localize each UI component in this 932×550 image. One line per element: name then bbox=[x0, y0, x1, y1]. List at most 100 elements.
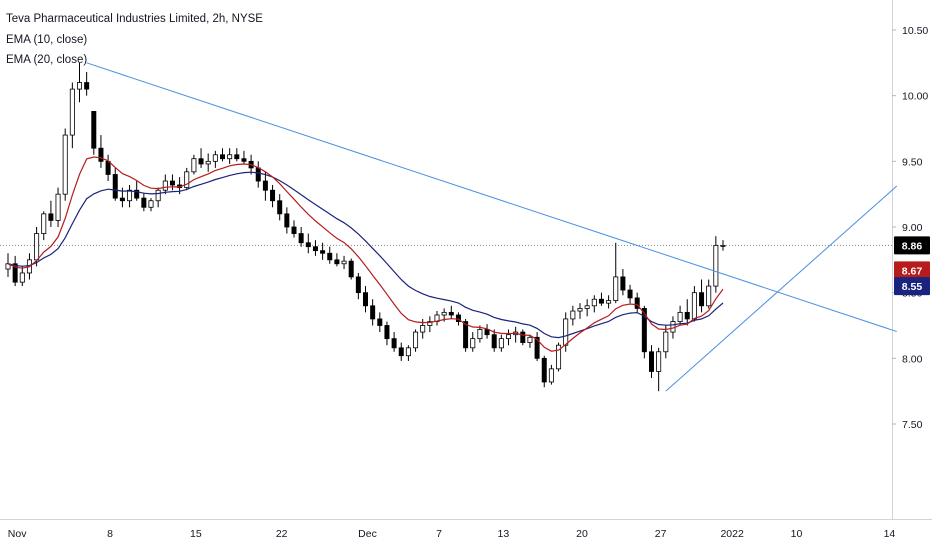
price-tick-label: 10.50 bbox=[902, 25, 928, 37]
time-tick-label: 27 bbox=[655, 528, 667, 540]
candle-down bbox=[327, 252, 333, 261]
time-tick-label: 15 bbox=[190, 528, 202, 540]
price-tick-label: 8.00 bbox=[902, 353, 923, 365]
candle-down bbox=[684, 311, 690, 320]
price-badge bbox=[894, 261, 930, 280]
symbol-title[interactable]: Teva Pharmaceutical Industries Limited, … bbox=[6, 13, 263, 25]
candle-down bbox=[270, 189, 276, 202]
time-tick-label: 10 bbox=[791, 528, 803, 540]
candle-up bbox=[41, 213, 47, 234]
candle-up bbox=[55, 193, 61, 221]
candle-up bbox=[570, 310, 576, 320]
candle-down bbox=[262, 180, 268, 191]
price-tick-label: 9.00 bbox=[902, 222, 923, 234]
price-tick-label: 9.50 bbox=[902, 156, 923, 168]
candle-down bbox=[362, 292, 368, 307]
candle-down bbox=[370, 305, 376, 320]
candle-down bbox=[241, 158, 247, 162]
time-tick-label: 14 bbox=[884, 528, 896, 540]
candle-up bbox=[505, 334, 511, 340]
candle-down bbox=[234, 154, 240, 160]
candle-down bbox=[169, 180, 175, 186]
candle-up bbox=[191, 158, 197, 173]
candle-down bbox=[219, 154, 225, 160]
candle-up bbox=[613, 276, 619, 301]
candle-up bbox=[127, 189, 133, 202]
chart-legend: Teva Pharmaceutical Industries Limited, … bbox=[6, 9, 263, 71]
candle-up bbox=[584, 305, 590, 309]
candle-up bbox=[706, 285, 712, 307]
candle-down bbox=[298, 233, 304, 244]
candle-up bbox=[227, 154, 233, 160]
price-tick-label: 10.00 bbox=[902, 91, 928, 103]
candle-up bbox=[34, 233, 40, 261]
candle-down bbox=[649, 351, 655, 372]
candle-down bbox=[355, 276, 361, 294]
candle-up bbox=[477, 329, 483, 340]
trendline[interactable] bbox=[86, 62, 897, 333]
price-badge bbox=[894, 277, 930, 296]
candle-down bbox=[641, 308, 647, 353]
ema10-line bbox=[7, 156, 724, 352]
time-tick-label: Dec bbox=[358, 528, 377, 540]
candle-down bbox=[699, 292, 705, 307]
candle-up bbox=[155, 189, 161, 202]
candle-down bbox=[12, 263, 18, 283]
candle-down bbox=[384, 325, 390, 340]
trendline[interactable] bbox=[665, 185, 898, 392]
candle-up bbox=[713, 244, 719, 287]
time-tick-label: 13 bbox=[498, 528, 510, 540]
candle-up bbox=[427, 321, 433, 326]
time-tick-label: 2022 bbox=[720, 528, 744, 540]
candle-up bbox=[413, 331, 419, 349]
candle-up bbox=[548, 368, 554, 383]
candle-down bbox=[320, 250, 326, 254]
candle-down bbox=[634, 297, 640, 309]
time-tick-label: 7 bbox=[436, 528, 442, 540]
candle-up bbox=[5, 263, 11, 270]
candle-down bbox=[198, 158, 204, 165]
time-tick-label: Nov bbox=[8, 528, 27, 540]
candle-up bbox=[563, 318, 569, 346]
candle-up bbox=[527, 336, 533, 343]
price-badge-label: 8.86 bbox=[902, 240, 923, 252]
candle-up bbox=[470, 338, 476, 349]
candle-down bbox=[112, 174, 118, 199]
ema10-legend-label[interactable]: EMA (10, close) bbox=[6, 33, 88, 46]
candle-down bbox=[491, 334, 497, 349]
price-tick-label: 7.50 bbox=[902, 419, 923, 431]
candle-up bbox=[184, 171, 190, 188]
candle-down bbox=[520, 331, 526, 343]
candle-down bbox=[134, 189, 140, 199]
candle-up bbox=[556, 344, 562, 370]
candle-up bbox=[19, 272, 25, 283]
candle-up bbox=[441, 311, 447, 316]
candle-up bbox=[148, 200, 154, 208]
candle-up bbox=[691, 292, 697, 320]
candle-up bbox=[205, 160, 211, 165]
candle-up bbox=[663, 331, 669, 353]
candle-down bbox=[119, 197, 125, 202]
candle-up bbox=[498, 338, 504, 349]
candle-down bbox=[255, 167, 261, 182]
price-badge bbox=[894, 236, 930, 255]
candle-up bbox=[656, 351, 662, 372]
candle-up bbox=[341, 260, 347, 265]
candle-down bbox=[463, 321, 469, 349]
candle-down bbox=[277, 200, 283, 215]
candle-up bbox=[670, 321, 676, 333]
candle-down bbox=[398, 347, 404, 357]
candle-down bbox=[448, 311, 454, 316]
candle-up bbox=[212, 154, 218, 162]
candle-up bbox=[162, 180, 168, 191]
candle-down bbox=[455, 314, 461, 322]
candle-down bbox=[334, 259, 340, 265]
time-tick-label: 22 bbox=[276, 528, 288, 540]
candle-down bbox=[48, 213, 54, 221]
candle-up bbox=[677, 311, 683, 322]
candle-down bbox=[291, 226, 297, 234]
ema20-legend-label[interactable]: EMA (20, close) bbox=[6, 54, 88, 66]
